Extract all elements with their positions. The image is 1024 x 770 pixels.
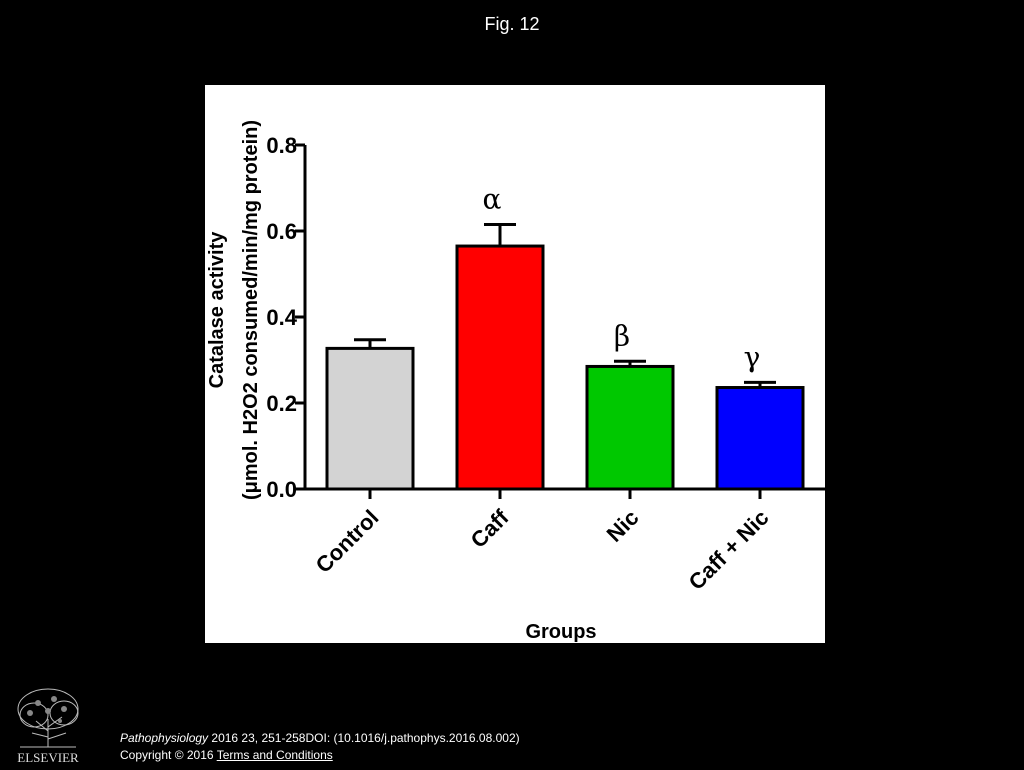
x-tick-label: Nic [602, 505, 644, 547]
chart-panel: Catalase activity (μmol. H2O2 consumed/m… [205, 85, 825, 643]
copyright-line: Copyright © 2016 Terms and Conditions [120, 747, 520, 764]
figure-title: Fig. 12 [484, 14, 540, 34]
y-axis-label-line2: (μmol. H2O2 consumed/min/mg protein) [240, 120, 262, 500]
bar [455, 244, 545, 491]
x-axis-label: Groups [525, 621, 596, 643]
significance-annotation: γ [744, 340, 761, 373]
bar [585, 364, 675, 491]
x-tick-labels: Control Caff Nic Caff + Nic [311, 504, 774, 594]
citation-line: Pathophysiology 2016 23, 251-258DOI: (10… [120, 730, 520, 747]
y-tick-label: 0.2 [266, 391, 297, 416]
y-tick-label: 0.4 [266, 305, 297, 330]
citation-block: Pathophysiology 2016 23, 251-258DOI: (10… [120, 730, 520, 764]
elsevier-logo: ELSEVIER [8, 681, 88, 765]
y-tick-label: 0.6 [266, 219, 297, 244]
y-axis-label: Catalase activity (μmol. H2O2 consumed/m… [206, 120, 262, 500]
citation-details: 2016 23, 251-258DOI: (10.1016/j.pathophy… [208, 731, 520, 745]
terms-link[interactable]: Terms and Conditions [216, 748, 333, 762]
y-tick-label: 0.0 [266, 477, 297, 502]
y-tick-label: 0.8 [266, 133, 297, 158]
y-axis-label-line1: Catalase activity [206, 231, 228, 389]
bar-chart: Catalase activity (μmol. H2O2 consumed/m… [206, 120, 825, 643]
tree-icon: ELSEVIER [8, 681, 88, 765]
copyright-text: Copyright © 2016 [120, 748, 217, 762]
x-tick-label: Caff + Nic [684, 505, 774, 595]
x-tick-label: Caff [466, 504, 514, 552]
journal-name: Pathophysiology [120, 731, 209, 745]
bar [325, 346, 415, 491]
x-tick-label: Control [311, 505, 384, 578]
significance-annotation: α [483, 183, 502, 216]
bar [715, 386, 805, 491]
significance-annotation: β [614, 319, 630, 352]
chart-bars: α β γ [325, 183, 805, 491]
logo-text: ELSEVIER [17, 750, 79, 765]
